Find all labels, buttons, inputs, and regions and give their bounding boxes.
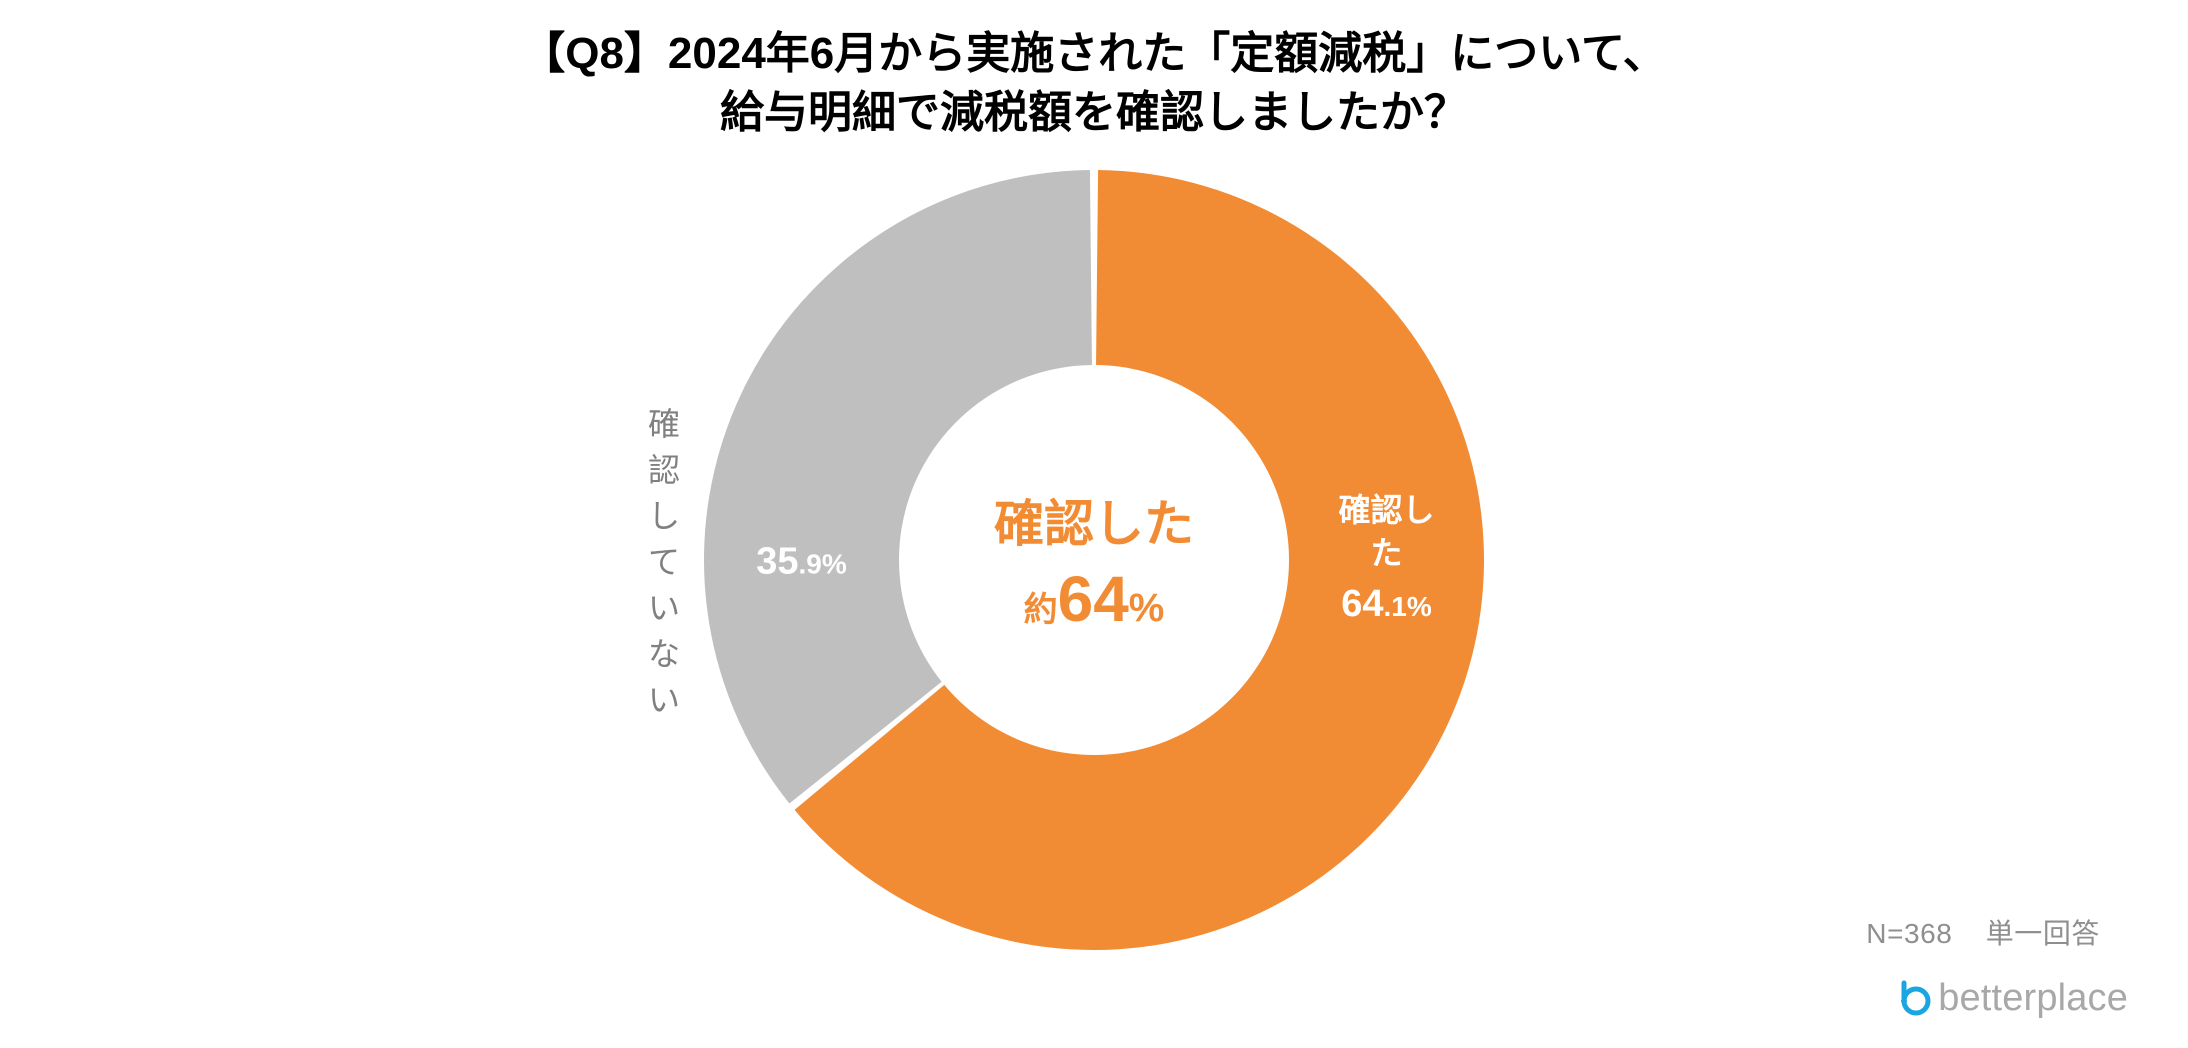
segment-pct-not-confirmed-text: 35.9%	[756, 536, 847, 587]
segment-name-confirmed: 確認した	[1338, 489, 1436, 575]
donut-chart: 確認した 約64% 確認した 64.1% 35.9% 確認していない	[704, 170, 1484, 950]
brand-logo: betterplace	[1892, 977, 2128, 1020]
center-sub-suffix: %	[1129, 586, 1165, 630]
sample-size-note: N=368 単一回答	[1866, 912, 2100, 952]
response-mode-label: 単一回答	[1986, 918, 2100, 949]
segment-pct-not-confirmed: 35.9%	[756, 532, 847, 587]
segment-label-confirmed: 確認した 64.1%	[1338, 489, 1436, 631]
title-line-1: 【Q8】2024年6月から実施された「定額減税」について、	[0, 24, 2188, 83]
center-main-text: 確認した	[994, 484, 1194, 556]
center-sub-prefix: 約	[1024, 591, 1058, 629]
segment-outside-label-not-confirmed: 確認していない	[648, 399, 680, 721]
segment-pct-confirmed: 64.1%	[1338, 580, 1436, 631]
brand-logo-icon	[1892, 979, 1932, 1019]
center-sub-text: 約64%	[994, 562, 1194, 636]
n-label: N=368	[1866, 918, 1952, 949]
donut-center-label: 確認した 約64%	[994, 484, 1194, 636]
title-line-2: 給与明細で減税額を確認しましたか？	[0, 83, 2188, 142]
chart-title: 【Q8】2024年6月から実施された「定額減税」について、 給与明細で減税額を確…	[0, 0, 2188, 143]
brand-logo-text: betterplace	[1938, 977, 2128, 1020]
center-sub-number: 64	[1058, 563, 1129, 635]
